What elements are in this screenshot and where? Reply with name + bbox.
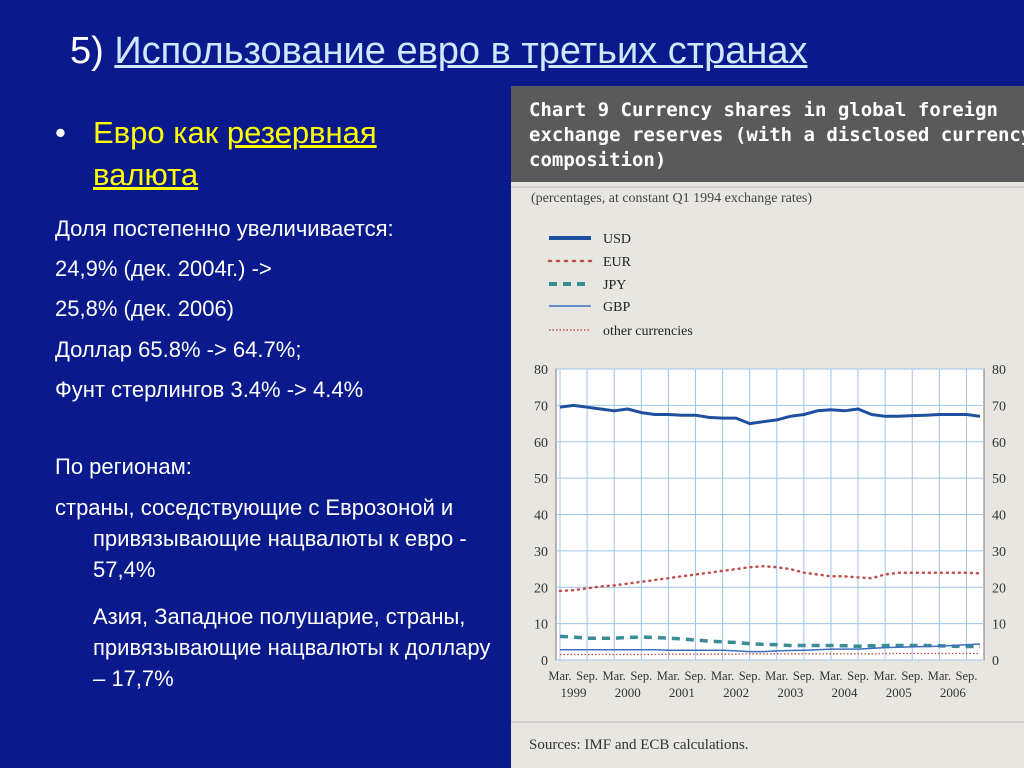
y-tick-label-left: 40 — [534, 509, 548, 524]
y-tick-label-right: 50 — [992, 472, 1006, 487]
usd-share-text: Доллар 65.8% -> 64.7%; — [55, 337, 302, 362]
chart-panel: Chart 9 Currency shares in global foreig… — [511, 86, 1024, 768]
eur-share-2006-text: 25,8% (дек. 2006) — [55, 296, 235, 321]
currency-shares-chart: Chart 9 Currency shares in global foreig… — [511, 86, 1024, 753]
chart-title-line: composition) — [529, 149, 666, 171]
y-tick-label-left: 10 — [534, 618, 548, 633]
reserve-currency-link-1[interactable]: резервная — [226, 115, 377, 150]
x-tick-label-month: Mar. — [819, 669, 842, 683]
x-tick-label-month: Mar. — [603, 669, 626, 683]
x-tick-label-month: Sep. — [576, 669, 598, 683]
y-tick-label-right: 60 — [992, 436, 1006, 451]
slide-title-link[interactable]: Использование евро в третьих странах — [114, 30, 808, 72]
x-tick-label-month: Mar. — [548, 669, 571, 683]
gbp-share-text: Фунт стерлингов 3.4% -> 4.4% — [55, 377, 364, 402]
legend-label: GBP — [603, 300, 630, 315]
x-tick-label-year: 2000 — [615, 685, 641, 700]
y-tick-label-right: 10 — [992, 618, 1006, 633]
y-tick-label-left: 30 — [534, 545, 548, 560]
regions-heading: По регионам: — [55, 454, 192, 479]
y-tick-label-left: 0 — [541, 654, 548, 669]
chart-title-line: exchange reserves (with a disclosed curr… — [529, 124, 1024, 146]
y-tick-label-left: 20 — [534, 581, 548, 596]
bullet-text: Евро как резервная валюта — [93, 112, 493, 196]
x-tick-label-month: Sep. — [956, 669, 978, 683]
y-tick-label-right: 30 — [992, 545, 1006, 560]
chart-header-band — [511, 86, 1024, 182]
legend-label: JPY — [603, 278, 626, 293]
x-tick-label-month: Sep. — [630, 669, 652, 683]
x-tick-label-month: Sep. — [847, 669, 869, 683]
series-line-usd — [559, 403, 981, 426]
x-tick-label-month: Mar. — [928, 669, 951, 683]
region-euro-neighbours-text: страны, соседствующие с Еврозоной и прив… — [55, 495, 467, 582]
x-tick-label-year: 2001 — [669, 685, 695, 700]
y-tick-label-right: 70 — [992, 399, 1006, 414]
x-tick-label-year: 1999 — [561, 685, 587, 700]
eur-share-2004-text: 24,9% (дек. 2004г.) -> — [55, 256, 272, 281]
region-asia-text: Азия, Западное полушарие, страны, привяз… — [93, 604, 491, 691]
y-tick-label-left: 50 — [534, 472, 548, 487]
y-tick-label-right: 40 — [992, 509, 1006, 524]
y-tick-label-left: 80 — [534, 363, 548, 378]
x-tick-label-year: 2006 — [940, 685, 967, 700]
bullet-prefix: Евро как — [93, 115, 227, 150]
x-tick-label-month: Mar. — [765, 669, 788, 683]
y-tick-label-left: 70 — [534, 399, 548, 414]
chart-title-line: Chart 9 Currency shares in global foreig… — [529, 99, 998, 121]
y-tick-label-right: 0 — [992, 654, 999, 669]
series-line-gbp — [560, 643, 981, 653]
x-tick-label-year: 2005 — [886, 685, 912, 700]
legend-label: EUR — [603, 255, 632, 270]
series-line-eur — [558, 564, 982, 593]
slide-title: 5) Использование евро в третьих странах — [70, 30, 808, 73]
slide-title-number: 5) — [70, 30, 104, 72]
bullet-dot: • — [55, 115, 66, 150]
x-tick-label-month: Sep. — [793, 669, 815, 683]
y-tick-label-left: 60 — [534, 436, 548, 451]
x-tick-label-year: 2004 — [832, 685, 859, 700]
x-tick-label-month: Sep. — [901, 669, 923, 683]
reserve-currency-link-2[interactable]: валюта — [93, 157, 199, 192]
x-tick-label-month: Sep. — [739, 669, 761, 683]
x-tick-label-month: Mar. — [874, 669, 897, 683]
x-tick-label-month: Mar. — [657, 669, 680, 683]
x-tick-label-year: 2002 — [723, 685, 749, 700]
legend-label: other currencies — [603, 324, 693, 339]
y-tick-label-right: 20 — [992, 581, 1006, 596]
x-tick-label-month: Sep. — [685, 669, 707, 683]
x-tick-label-year: 2003 — [777, 685, 803, 700]
chart-subtitle: (percentages, at constant Q1 1994 exchan… — [531, 191, 812, 206]
chart-source: Sources: IMF and ECB calculations. — [529, 737, 749, 753]
series-line-other-currencies — [560, 652, 980, 656]
x-tick-label-month: Mar. — [711, 669, 734, 683]
share-growth-text: Доля постепенно увеличивается: — [55, 216, 394, 241]
y-tick-label-right: 80 — [992, 363, 1006, 378]
legend-label: USD — [603, 232, 631, 247]
series-line-jpy — [559, 634, 980, 649]
